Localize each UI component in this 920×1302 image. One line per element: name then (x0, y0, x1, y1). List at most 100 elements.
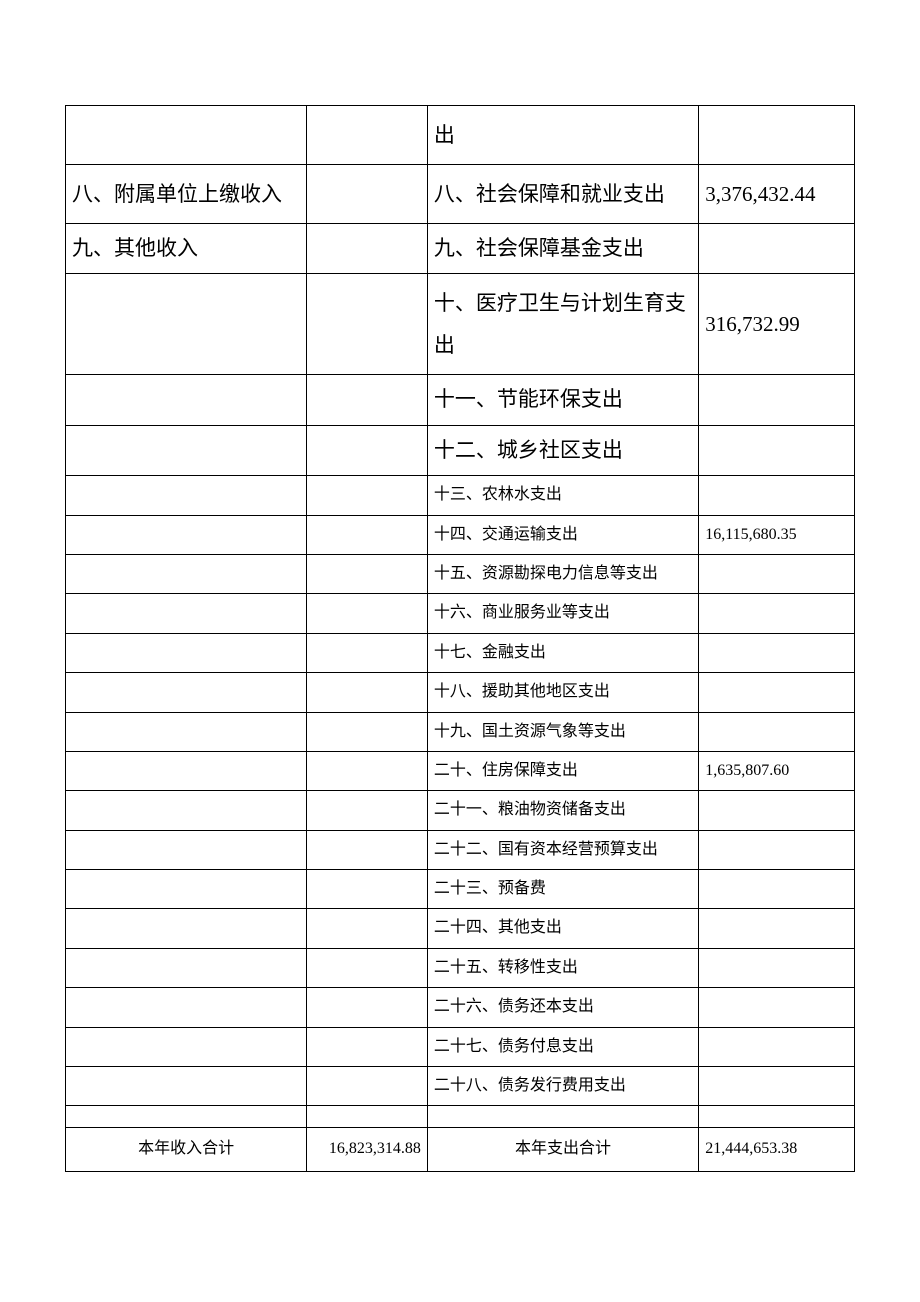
income-value-cell (307, 909, 428, 948)
income-value-cell (307, 165, 428, 224)
spacer-cell (427, 1106, 698, 1128)
income-label-cell: 九、其他收入 (66, 224, 307, 274)
expense-label-cell: 二十、住房保障支出 (427, 751, 698, 790)
expense-value-cell (699, 633, 855, 672)
income-value-cell (307, 375, 428, 425)
income-label-cell (66, 274, 307, 375)
table-row: 出 (66, 106, 855, 165)
expense-value-cell (699, 988, 855, 1027)
expense-total-value: 21,444,653.38 (699, 1128, 855, 1171)
income-value-cell (307, 1027, 428, 1066)
table-row: 二十、住房保障支出1,635,807.60 (66, 751, 855, 790)
expense-value-cell (699, 791, 855, 830)
table-row: 二十八、债务发行费用支出 (66, 1067, 855, 1106)
expense-value-cell (699, 948, 855, 987)
income-label-cell (66, 476, 307, 515)
expense-label-cell: 十三、农林水支出 (427, 476, 698, 515)
expense-value-cell: 316,732.99 (699, 274, 855, 375)
expense-value-cell (699, 830, 855, 869)
expense-value-cell: 1,635,807.60 (699, 751, 855, 790)
income-value-cell (307, 791, 428, 830)
income-label-cell (66, 554, 307, 593)
income-label-cell (66, 1067, 307, 1106)
income-label-cell (66, 712, 307, 751)
expense-label-cell: 二十六、债务还本支出 (427, 988, 698, 1027)
expense-value-cell: 16,115,680.35 (699, 515, 855, 554)
table-body: 出八、附属单位上缴收入八、社会保障和就业支出3,376,432.44九、其他收入… (66, 106, 855, 1172)
expense-label-cell: 八、社会保障和就业支出 (427, 165, 698, 224)
income-label-cell (66, 751, 307, 790)
income-value-cell (307, 830, 428, 869)
expense-label-cell: 十二、城乡社区支出 (427, 425, 698, 475)
table-row: 二十一、粮油物资储备支出 (66, 791, 855, 830)
income-label-cell (66, 948, 307, 987)
table-row: 十九、国土资源气象等支出 (66, 712, 855, 751)
table-row: 十八、援助其他地区支出 (66, 673, 855, 712)
expense-label-cell: 九、社会保障基金支出 (427, 224, 698, 274)
spacer-row (66, 1106, 855, 1128)
expense-value-cell (699, 870, 855, 909)
table-row: 十一、节能环保支出 (66, 375, 855, 425)
income-value-cell (307, 594, 428, 633)
table-row: 十五、资源勘探电力信息等支出 (66, 554, 855, 593)
income-value-cell (307, 224, 428, 274)
expense-label-cell: 十六、商业服务业等支出 (427, 594, 698, 633)
income-label-cell (66, 375, 307, 425)
income-value-cell (307, 870, 428, 909)
income-label-cell (66, 791, 307, 830)
income-label-cell (66, 515, 307, 554)
expense-label-cell: 二十一、粮油物资储备支出 (427, 791, 698, 830)
table-row: 二十三、预备费 (66, 870, 855, 909)
income-value-cell (307, 712, 428, 751)
expense-label-cell: 十一、节能环保支出 (427, 375, 698, 425)
expense-label-cell: 二十七、债务付息支出 (427, 1027, 698, 1066)
expense-value-cell (699, 425, 855, 475)
income-label-cell (66, 673, 307, 712)
budget-table-container: 出八、附属单位上缴收入八、社会保障和就业支出3,376,432.44九、其他收入… (65, 105, 855, 1172)
expense-value-cell (699, 476, 855, 515)
income-label-cell (66, 909, 307, 948)
table-row: 九、其他收入 九、社会保障基金支出 (66, 224, 855, 274)
totals-row: 本年收入合计16,823,314.88本年支出合计21,444,653.38 (66, 1128, 855, 1171)
income-label-cell (66, 1027, 307, 1066)
income-value-cell (307, 425, 428, 475)
table-row: 十三、农林水支出 (66, 476, 855, 515)
expense-label-cell: 出 (427, 106, 698, 165)
spacer-cell (66, 1106, 307, 1128)
expense-total-label: 本年支出合计 (427, 1128, 698, 1171)
income-label-cell (66, 870, 307, 909)
income-value-cell (307, 633, 428, 672)
expense-value-cell (699, 554, 855, 593)
expense-value-cell (699, 106, 855, 165)
table-row: 八、附属单位上缴收入八、社会保障和就业支出3,376,432.44 (66, 165, 855, 224)
expense-value-cell (699, 224, 855, 274)
table-row: 十七、金融支出 (66, 633, 855, 672)
table-row: 二十四、其他支出 (66, 909, 855, 948)
expense-value-cell (699, 909, 855, 948)
income-value-cell (307, 988, 428, 1027)
table-row: 十二、城乡社区支出 (66, 425, 855, 475)
income-value-cell (307, 476, 428, 515)
spacer-cell (307, 1106, 428, 1128)
income-label-cell (66, 594, 307, 633)
income-label-cell: 八、附属单位上缴收入 (66, 165, 307, 224)
expense-label-cell: 二十二、国有资本经营预算支出 (427, 830, 698, 869)
expense-label-cell: 十五、资源勘探电力信息等支出 (427, 554, 698, 593)
expense-label-cell: 十、医疗卫生与计划生育支出 (427, 274, 698, 375)
income-total-label: 本年收入合计 (66, 1128, 307, 1171)
table-row: 十四、交通运输支出16,115,680.35 (66, 515, 855, 554)
income-value-cell (307, 274, 428, 375)
table-row: 二十五、转移性支出 (66, 948, 855, 987)
table-row: 二十二、国有资本经营预算支出 (66, 830, 855, 869)
expense-value-cell (699, 712, 855, 751)
income-value-cell (307, 673, 428, 712)
income-value-cell (307, 106, 428, 165)
expense-label-cell: 十四、交通运输支出 (427, 515, 698, 554)
expense-label-cell: 二十三、预备费 (427, 870, 698, 909)
expense-value-cell (699, 1067, 855, 1106)
income-label-cell (66, 988, 307, 1027)
income-label-cell (66, 106, 307, 165)
expense-value-cell (699, 594, 855, 633)
income-value-cell (307, 948, 428, 987)
expense-value-cell (699, 375, 855, 425)
